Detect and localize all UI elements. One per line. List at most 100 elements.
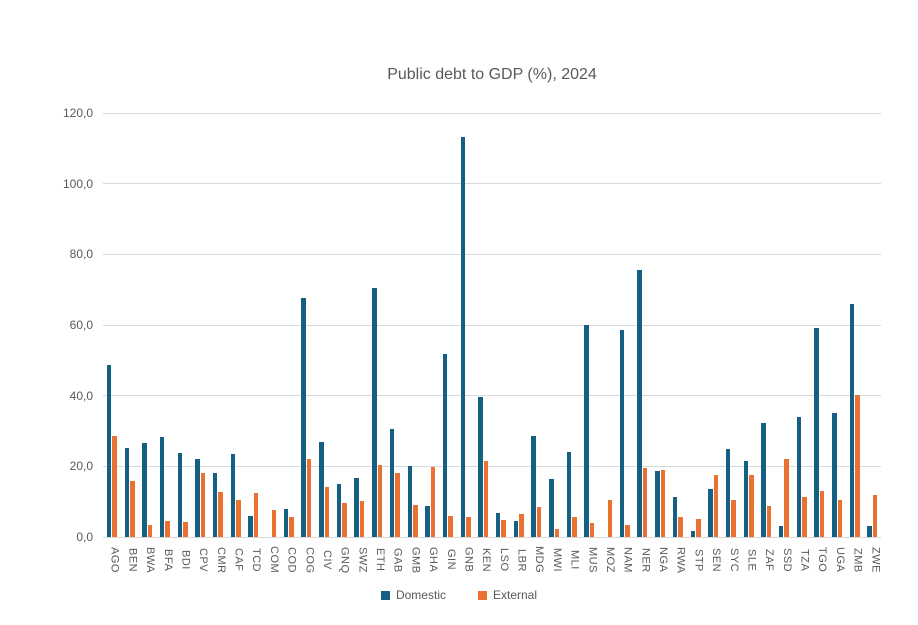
category-group-CMR — [209, 113, 227, 537]
category-group-UGA — [828, 113, 846, 537]
bar-external-COG — [306, 458, 312, 537]
gridline-20,0 — [103, 465, 881, 467]
x-label-ETH: ETH — [374, 548, 386, 572]
bar-domestic-COD — [283, 509, 289, 537]
category-group-BEN — [121, 113, 139, 537]
bar-domestic-NAM — [619, 329, 625, 537]
bar-domestic-GMB — [407, 465, 413, 537]
y-tick-label-80,0: 80,0 — [69, 247, 93, 262]
x-label-GIN: GIN — [444, 549, 457, 571]
x-label-LSO: LSO — [497, 548, 510, 572]
bar-external-BEN — [130, 480, 135, 537]
x-label-CAF: CAF — [232, 548, 245, 572]
bar-external-BDI — [183, 521, 188, 537]
y-tick-label-100,0: 100,0 — [62, 176, 93, 191]
bar-domestic-CMR — [212, 473, 218, 537]
gridline-60,0 — [103, 324, 881, 326]
bar-domestic-MDG — [531, 435, 536, 537]
category-group-MLI — [563, 113, 581, 537]
gridline-0,0 — [103, 536, 881, 538]
category-group-STP — [687, 113, 705, 537]
bar-external-GNQ — [342, 503, 347, 537]
x-label-SEN: SEN — [710, 547, 723, 573]
gridline-120,0 — [103, 112, 881, 114]
category-group-GHA — [421, 113, 439, 537]
bar-external-ZWE — [872, 494, 878, 537]
bar-external-NER — [642, 467, 648, 537]
x-label-TZA: TZA — [798, 548, 811, 572]
x-label-MDG: MDG — [533, 546, 546, 574]
x-label-CPV: CPV — [197, 547, 210, 573]
category-group-MDG — [528, 113, 546, 537]
bar-external-LBR — [519, 513, 524, 537]
bar-domestic-SWZ — [354, 477, 359, 537]
x-label-MUS: MUS — [586, 547, 599, 573]
bar-domestic-SSD — [778, 526, 784, 537]
bar-domestic-CPV — [195, 458, 200, 537]
category-group-GNQ — [333, 113, 351, 537]
category-group-RWA — [669, 113, 687, 537]
bar-external-COD — [289, 517, 294, 537]
bar-external-TZA — [802, 497, 807, 537]
x-label-UGA: UGA — [833, 547, 846, 573]
bar-external-MWI — [554, 529, 560, 537]
bar-domestic-COG — [301, 297, 306, 537]
category-group-ETH — [368, 113, 386, 537]
category-group-CAF — [227, 113, 245, 537]
y-tick-label-120,0: 120,0 — [62, 106, 93, 120]
bar-external-COM — [271, 510, 277, 537]
category-group-SWZ — [351, 113, 369, 537]
category-group-SLE — [740, 113, 758, 537]
x-label-GNQ: GNQ — [338, 546, 351, 574]
x-label-BWA: BWA — [144, 546, 157, 574]
bar-external-GAB — [395, 473, 400, 537]
bar-external-SYC — [731, 499, 736, 537]
y-tick-label-0,0: 0,0 — [76, 530, 93, 544]
gridlines — [103, 112, 881, 538]
category-group-BFA — [156, 113, 174, 537]
domestic-series-swatch-icon — [380, 590, 390, 600]
plot-area: 0,0 20,0 40,0 60,0 80,0 100,0 120,0 AGO BEN BWA B… — [63, 106, 881, 574]
x-label-RWA: RWA — [674, 546, 687, 574]
bar-external-LSO — [501, 520, 506, 537]
bar-external-MUS — [589, 523, 595, 537]
category-group-TGO — [811, 113, 829, 537]
x-label-SSD: SSD — [780, 547, 793, 573]
legend: Domestic External — [0, 588, 918, 602]
x-label-GHA: GHA — [427, 547, 440, 573]
bar-domestic-NER — [637, 269, 642, 537]
bar-external-BWA — [147, 525, 153, 537]
bar-external-CIV — [324, 486, 330, 537]
x-label-MWI: MWI — [550, 547, 563, 573]
bar-external-GNB — [466, 516, 471, 537]
x-label-SLE: SLE — [745, 548, 758, 572]
bar-external-AGO — [112, 435, 117, 537]
x-label-GAB: GAB — [391, 547, 404, 573]
category-group-NAM — [616, 113, 634, 537]
bar-domestic-GHA — [425, 506, 430, 537]
x-label-NER: NER — [639, 547, 652, 573]
category-group-TZA — [793, 113, 811, 537]
bar-external-SEN — [713, 474, 719, 537]
category-group-ZAF — [757, 113, 775, 537]
category-group-GIN — [439, 113, 457, 537]
bar-domestic-SLE — [743, 460, 749, 537]
bar-domestic-NGA — [655, 470, 660, 537]
legend-item-domestic: Domestic — [380, 588, 446, 602]
bar-domestic-ZWE — [867, 525, 872, 537]
category-group-ZWE — [864, 113, 882, 537]
x-label-CIV: CIV — [320, 550, 333, 570]
legend-label-external: External — [492, 588, 538, 602]
bar-domestic-CAF — [230, 453, 236, 537]
y-tick-label-20,0: 20,0 — [69, 459, 93, 474]
x-label-COD: COD — [285, 547, 298, 573]
gridline-100,0 — [103, 183, 881, 185]
category-group-AGO — [103, 113, 121, 537]
bar-external-KEN — [483, 461, 489, 537]
x-label-MLI: MLI — [568, 550, 581, 570]
category-group-SYC — [722, 113, 740, 537]
x-label-GMB: GMB — [409, 546, 422, 574]
bar-series-area — [103, 113, 881, 537]
x-label-BFA: BFA — [161, 548, 174, 572]
x-label-SYC: SYC — [727, 547, 740, 573]
